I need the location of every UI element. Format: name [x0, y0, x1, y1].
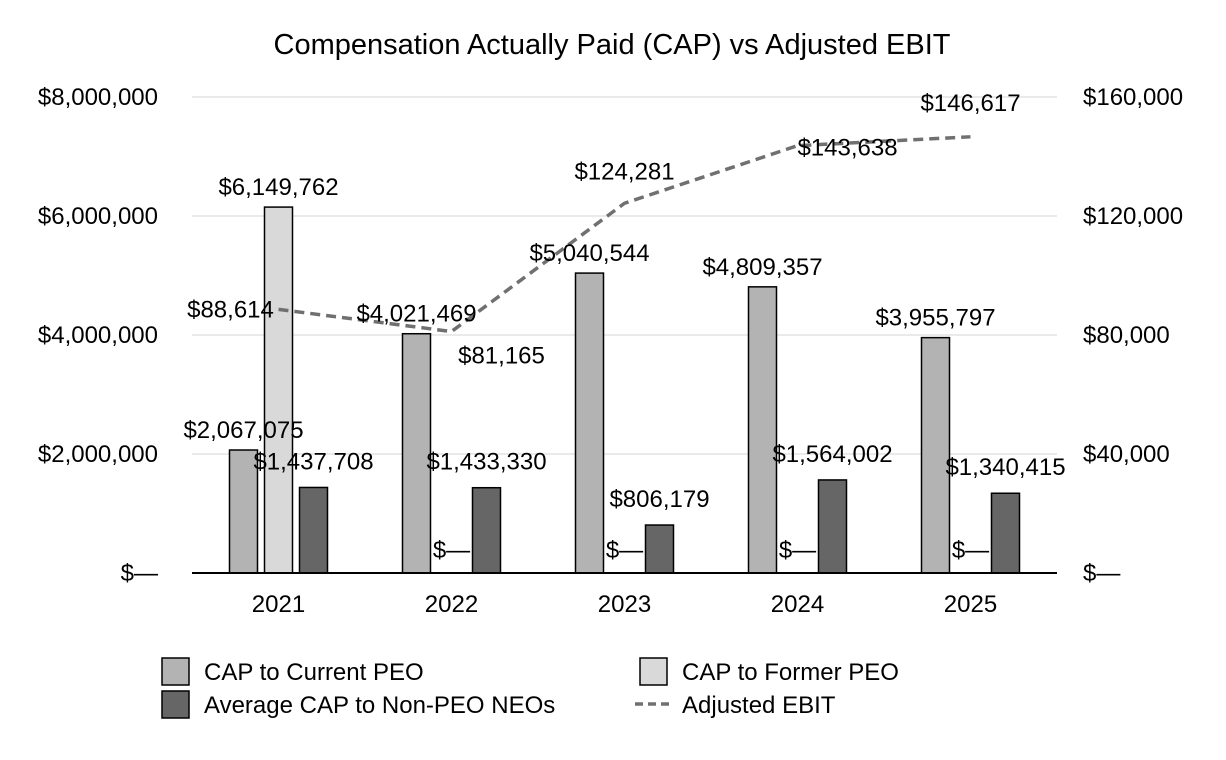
- bar-value-label: $1,564,002: [772, 441, 892, 468]
- x-tick-label: 2024: [771, 591, 824, 618]
- ebit-value-label: $146,617: [920, 90, 1020, 117]
- bar-zero-label: $—: [779, 537, 816, 564]
- right-tick-label: $40,000: [1083, 441, 1170, 468]
- ebit-line-group: [278, 135, 971, 334]
- bar-zero-label: $—: [433, 537, 470, 564]
- bar-value-label: $4,809,357: [702, 254, 822, 281]
- legend-swatch: [161, 690, 190, 719]
- bar-value-label: $6,149,762: [218, 174, 338, 201]
- ebit-value-label: $143,638: [797, 135, 897, 162]
- bar-average-cap-to-non-peo-neos: [644, 524, 675, 574]
- bar-value-label: $5,040,544: [529, 240, 649, 267]
- bar-value-label: $4,021,469: [356, 301, 476, 328]
- bar-average-cap-to-non-peo-neos: [298, 486, 329, 574]
- bar-value-label: $3,955,797: [875, 305, 995, 332]
- right-axis-ticks: $— $40,000 $80,000 $120,000 $160,000: [1083, 84, 1183, 587]
- legend-label: Average CAP to Non-PEO NEOs: [204, 692, 555, 719]
- bar-value-label: $2,067,075: [183, 417, 303, 444]
- chart-title: Compensation Actually Paid (CAP) vs Adju…: [274, 29, 951, 61]
- legend: CAP to Current PEO CAP to Former PEO Avera…: [161, 657, 899, 719]
- data-labels: $2,067,075 $4,021,469 $5,040,544 $4,809,357…: [183, 90, 1065, 564]
- ebit-value-label: $88,614: [187, 296, 274, 323]
- legend-label: CAP to Current PEO: [204, 659, 424, 686]
- ebit-line: [278, 135, 971, 334]
- right-tick-label: $160,000: [1083, 84, 1183, 111]
- left-tick-label: $8,000,000: [38, 84, 158, 111]
- legend-label: Adjusted EBIT: [682, 692, 836, 719]
- ebit-value-label: $81,165: [458, 343, 545, 370]
- bar-cap-to-current-peo: [574, 272, 605, 574]
- left-tick-label: $6,000,000: [38, 203, 158, 230]
- x-axis-ticks: 2021 2022 2023 2024 2025: [252, 591, 997, 618]
- left-tick-label: $4,000,000: [38, 322, 158, 349]
- x-tick-label: 2025: [944, 591, 997, 618]
- bar-zero-label: $—: [952, 537, 989, 564]
- right-tick-label: $80,000: [1083, 322, 1170, 349]
- legend-label: CAP to Former PEO: [682, 659, 899, 686]
- x-tick-label: 2022: [425, 591, 478, 618]
- x-tick-label: 2023: [598, 591, 651, 618]
- legend-swatch: [161, 657, 190, 686]
- bar-cap-to-current-peo: [920, 336, 951, 574]
- bar-average-cap-to-non-peo-neos: [817, 479, 848, 574]
- x-tick-label: 2021: [252, 591, 305, 618]
- bar-value-label: $1,437,708: [253, 448, 373, 475]
- bar-value-label: $1,433,330: [426, 449, 546, 476]
- legend-swatch: [639, 657, 668, 686]
- gridlines: [192, 96, 1057, 455]
- bar-value-label: $1,340,415: [945, 454, 1065, 481]
- bar-value-label: $806,179: [609, 486, 709, 513]
- bar-average-cap-to-non-peo-neos: [471, 486, 502, 574]
- bar-average-cap-to-non-peo-neos: [990, 492, 1021, 574]
- bar-cap-to-current-peo: [747, 286, 778, 574]
- right-tick-label: $—: [1083, 560, 1120, 587]
- bar-cap-to-former-peo: [263, 206, 294, 574]
- left-tick-label: $2,000,000: [38, 441, 158, 468]
- bar-zero-label: $—: [606, 537, 643, 564]
- bar-cap-to-current-peo: [228, 449, 259, 574]
- left-axis-ticks: $— $2,000,000 $4,000,000 $6,000,000 $8,000,0…: [38, 84, 158, 587]
- right-tick-label: $120,000: [1083, 203, 1183, 230]
- left-tick-label: $—: [121, 560, 158, 587]
- ebit-value-label: $124,281: [574, 158, 674, 185]
